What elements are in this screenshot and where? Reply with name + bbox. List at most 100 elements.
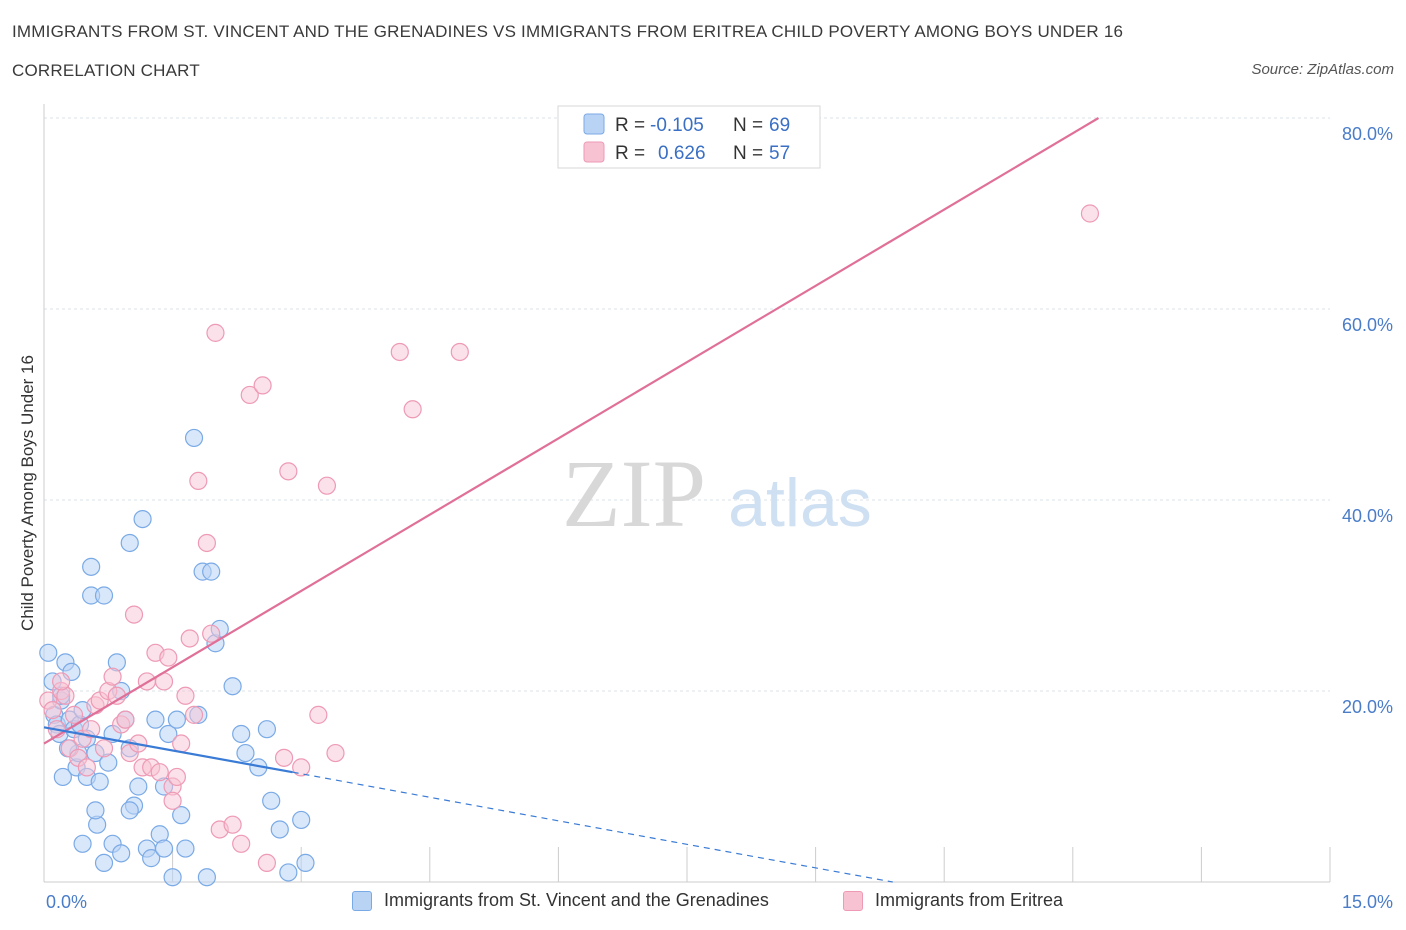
point-st-vincent-58	[270, 820, 289, 839]
point-st-vincent-40	[159, 724, 178, 744]
point-st-vincent-52	[223, 677, 242, 696]
point-eritrea-55	[52, 672, 71, 691]
point-st-vincent-59	[279, 863, 298, 882]
point-eritrea-46	[279, 462, 298, 481]
watermark: ZIP atlas	[562, 440, 872, 547]
point-eritrea-33	[180, 629, 199, 648]
gridlines	[44, 117, 1330, 692]
chart-title: IMMIGRANTS FROM ST. VINCENT AND THE GREN…	[12, 22, 1124, 41]
point-eritrea-32	[176, 686, 195, 705]
point-eritrea-18	[116, 710, 135, 729]
point-eritrea-50	[326, 743, 345, 763]
point-st-vincent-61	[296, 853, 315, 873]
legend-bottom: Immigrants from St. Vincent and the Gren…	[0, 890, 1406, 916]
point-eritrea-47	[292, 758, 311, 777]
point-st-vincent-33	[129, 777, 148, 796]
point-st-vincent-60	[292, 810, 311, 830]
legend-r-label-pink: R =	[615, 143, 645, 164]
y-tick-label-1: 40.0%	[1342, 506, 1393, 526]
point-st-vincent-6	[53, 767, 72, 787]
point-eritrea-38	[206, 323, 225, 342]
point-eritrea-9	[77, 758, 96, 777]
y-tick-label-3: 80.0%	[1342, 124, 1393, 144]
point-st-vincent-65	[94, 853, 114, 873]
point-eritrea-42	[240, 385, 259, 405]
trend-line-st-vincent-dashed	[292, 771, 893, 883]
trend-line-eritrea	[43, 117, 1100, 745]
point-eritrea-10	[82, 720, 101, 739]
legend-swatch-pink	[583, 141, 605, 163]
point-eritrea-6	[64, 705, 84, 724]
x-tick-label-1: 15.0%	[1342, 892, 1393, 912]
legend-r-value-blue: -0.105	[650, 115, 704, 136]
point-eritrea-26	[150, 763, 169, 782]
legend-n-value-pink: 57	[769, 143, 790, 164]
point-st-vincent-53	[232, 724, 251, 744]
point-st-vincent-15	[73, 834, 92, 853]
point-eritrea-44	[257, 853, 277, 873]
legend-stats: R = -0.105 N = 69 R = 0.626 N = 57	[557, 105, 821, 169]
point-eritrea-53	[450, 342, 469, 362]
point-st-vincent-34	[133, 509, 152, 529]
trend-line-st-vincent	[43, 726, 293, 774]
point-st-vincent-57	[262, 791, 281, 810]
point-eritrea-31	[172, 734, 191, 753]
y-tick-label-2: 60.0%	[1342, 315, 1393, 335]
point-eritrea-34	[184, 705, 204, 724]
point-eritrea-56	[163, 791, 182, 810]
point-eritrea-20	[124, 605, 144, 624]
point-st-vincent-48	[197, 868, 216, 887]
point-eritrea-28	[159, 648, 178, 667]
point-eritrea-15	[103, 667, 122, 686]
point-st-vincent-54	[236, 743, 255, 763]
point-st-vincent-44	[176, 839, 195, 858]
point-eritrea-37	[202, 624, 221, 643]
point-eritrea-54	[1080, 204, 1100, 223]
point-st-vincent-49	[202, 562, 221, 581]
legend-r-value-pink: 0.626	[658, 143, 706, 164]
point-eritrea-35	[189, 471, 208, 490]
point-eritrea-30	[167, 767, 186, 787]
point-st-vincent-28	[112, 844, 131, 863]
point-st-vincent-39	[154, 839, 174, 858]
legend-label-st-vincent: Immigrants from St. Vincent and the Gren…	[384, 890, 769, 910]
point-eritrea-36	[197, 533, 216, 553]
point-st-vincent-18	[82, 557, 101, 576]
legend-r-label-blue: R =	[615, 115, 645, 136]
point-eritrea-1	[43, 700, 62, 720]
point-st-vincent-45	[184, 428, 204, 448]
legend-swatch-blue	[583, 113, 605, 135]
point-eritrea-41	[232, 834, 251, 853]
axes	[43, 104, 1331, 883]
point-st-vincent-30	[120, 533, 139, 553]
legend-n-value-blue: 69	[769, 115, 790, 136]
legend-item-eritrea: Immigrants from Eritrea	[843, 890, 1063, 911]
point-st-vincent-43	[172, 806, 191, 825]
chart-subtitle: CORRELATION CHART	[12, 61, 200, 80]
point-eritrea-48	[309, 705, 328, 724]
point-st-vincent-23	[94, 586, 114, 605]
point-eritrea-40	[223, 815, 242, 834]
tick-labels: 20.0% 40.0% 60.0% 80.0% 0.0% 15.0%	[46, 124, 1393, 912]
point-st-vincent-56	[257, 720, 277, 739]
legend-label-eritrea: Immigrants from Eritrea	[875, 890, 1064, 910]
watermark-zip: ZIP	[562, 440, 706, 547]
point-st-vincent-36	[142, 849, 161, 868]
point-eritrea-49	[317, 476, 337, 495]
point-eritrea-45	[274, 748, 294, 767]
point-eritrea-52	[403, 400, 422, 419]
x-tick-label-0: 0.0%	[46, 892, 87, 912]
point-st-vincent-63	[86, 801, 105, 820]
point-st-vincent-22	[90, 772, 109, 791]
point-eritrea-51	[390, 342, 409, 362]
legend-swatch-eritrea	[843, 890, 863, 911]
source-credit: Source: ZipAtlas.com	[1251, 61, 1394, 78]
point-eritrea-43	[253, 376, 272, 395]
legend-swatch-st-vincent	[352, 890, 372, 911]
legend-n-label-blue: N =	[733, 115, 763, 136]
legend-item-st-vincent: Immigrants from St. Vincent and the Gren…	[352, 890, 769, 911]
point-st-vincent-42	[167, 710, 186, 729]
point-st-vincent-37	[146, 710, 165, 729]
watermark-atlas: atlas	[728, 465, 872, 541]
point-st-vincent-0	[39, 643, 58, 662]
